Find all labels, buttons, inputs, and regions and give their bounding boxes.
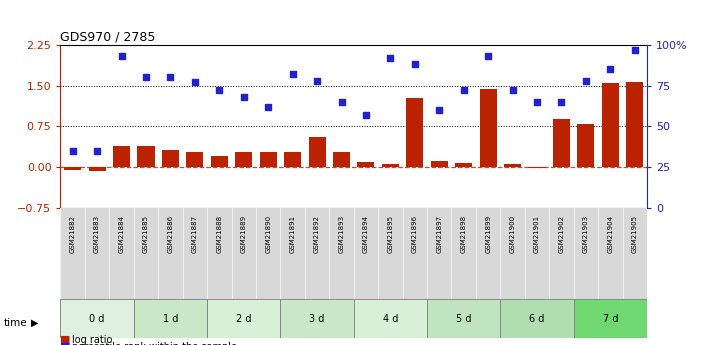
Point — [385, 55, 396, 61]
Point — [483, 53, 494, 59]
Text: GSM21899: GSM21899 — [485, 215, 491, 253]
Bar — [431, 160, 448, 167]
Bar — [186, 152, 203, 167]
Bar — [137, 146, 154, 167]
Point — [434, 107, 445, 113]
Bar — [602, 83, 619, 167]
Text: GSM21891: GSM21891 — [289, 215, 296, 253]
Text: GSM21897: GSM21897 — [437, 215, 442, 253]
Text: 5 d: 5 d — [456, 314, 471, 324]
Text: GSM21883: GSM21883 — [94, 215, 100, 253]
Point — [67, 148, 78, 154]
Text: GSM21895: GSM21895 — [387, 215, 393, 253]
Text: GSM21902: GSM21902 — [558, 215, 565, 253]
Bar — [382, 164, 399, 167]
Text: GSM21904: GSM21904 — [607, 215, 614, 253]
Text: GSM21894: GSM21894 — [363, 215, 369, 253]
Bar — [210, 156, 228, 167]
Point — [580, 78, 592, 83]
Point — [409, 62, 420, 67]
Point — [165, 75, 176, 80]
Text: GSM21903: GSM21903 — [583, 215, 589, 253]
Bar — [626, 82, 643, 167]
Bar — [528, 167, 545, 168]
Text: GSM21887: GSM21887 — [192, 215, 198, 253]
Point — [629, 47, 641, 52]
Text: GSM21888: GSM21888 — [216, 215, 223, 253]
Bar — [162, 150, 179, 167]
Text: GSM21900: GSM21900 — [510, 215, 515, 253]
Text: GSM21886: GSM21886 — [167, 215, 173, 253]
Text: GSM21905: GSM21905 — [632, 215, 638, 253]
Point — [116, 53, 127, 59]
Point — [287, 71, 299, 77]
Point — [92, 148, 103, 154]
Text: time: time — [4, 318, 27, 327]
Text: 2 d: 2 d — [236, 314, 252, 324]
Point — [336, 99, 347, 105]
Bar — [280, 299, 353, 338]
Bar — [577, 124, 594, 167]
Text: ▶: ▶ — [31, 318, 38, 327]
Bar — [574, 299, 647, 338]
Bar — [60, 299, 134, 338]
Point — [556, 99, 567, 105]
Text: GSM21890: GSM21890 — [265, 215, 271, 253]
Bar — [406, 98, 423, 167]
Bar — [333, 152, 350, 167]
Text: GDS970 / 2785: GDS970 / 2785 — [60, 31, 156, 44]
Text: 7 d: 7 d — [603, 314, 618, 324]
Point — [140, 75, 151, 80]
Point — [531, 99, 542, 105]
Text: GSM21896: GSM21896 — [412, 215, 418, 253]
Point — [238, 94, 250, 100]
Bar — [504, 164, 521, 167]
Text: GSM21898: GSM21898 — [461, 215, 466, 253]
Point — [360, 112, 372, 118]
Bar — [64, 167, 81, 170]
Text: ■: ■ — [60, 342, 71, 345]
Text: GSM21892: GSM21892 — [314, 215, 320, 253]
Bar — [353, 299, 427, 338]
Text: GSM21885: GSM21885 — [143, 215, 149, 253]
Text: 0 d: 0 d — [90, 314, 105, 324]
Point — [604, 67, 616, 72]
Text: 3 d: 3 d — [309, 314, 325, 324]
Text: GSM21893: GSM21893 — [338, 215, 345, 253]
Bar — [501, 299, 574, 338]
Bar — [260, 152, 277, 167]
Text: GSM21889: GSM21889 — [241, 215, 247, 253]
Point — [262, 104, 274, 109]
Text: log ratio: log ratio — [72, 335, 112, 345]
Text: GSM21901: GSM21901 — [534, 215, 540, 253]
Bar — [235, 152, 252, 167]
Point — [213, 88, 225, 93]
Bar — [553, 119, 570, 167]
Bar — [358, 161, 375, 167]
Bar — [427, 299, 501, 338]
Text: GSM21882: GSM21882 — [70, 215, 75, 253]
Bar — [207, 299, 280, 338]
Bar — [284, 152, 301, 167]
Text: ■: ■ — [60, 335, 71, 345]
Text: GSM21884: GSM21884 — [119, 215, 124, 253]
Bar — [309, 137, 326, 167]
Bar — [480, 89, 497, 167]
Point — [311, 78, 323, 83]
Bar — [89, 167, 106, 171]
Point — [189, 80, 201, 85]
Bar — [113, 146, 130, 167]
Bar — [134, 299, 207, 338]
Text: percentile rank within the sample: percentile rank within the sample — [72, 342, 237, 345]
Text: 6 d: 6 d — [530, 314, 545, 324]
Point — [458, 88, 469, 93]
Text: 4 d: 4 d — [383, 314, 398, 324]
Point — [507, 88, 518, 93]
Bar — [455, 163, 472, 167]
Text: 1 d: 1 d — [163, 314, 178, 324]
